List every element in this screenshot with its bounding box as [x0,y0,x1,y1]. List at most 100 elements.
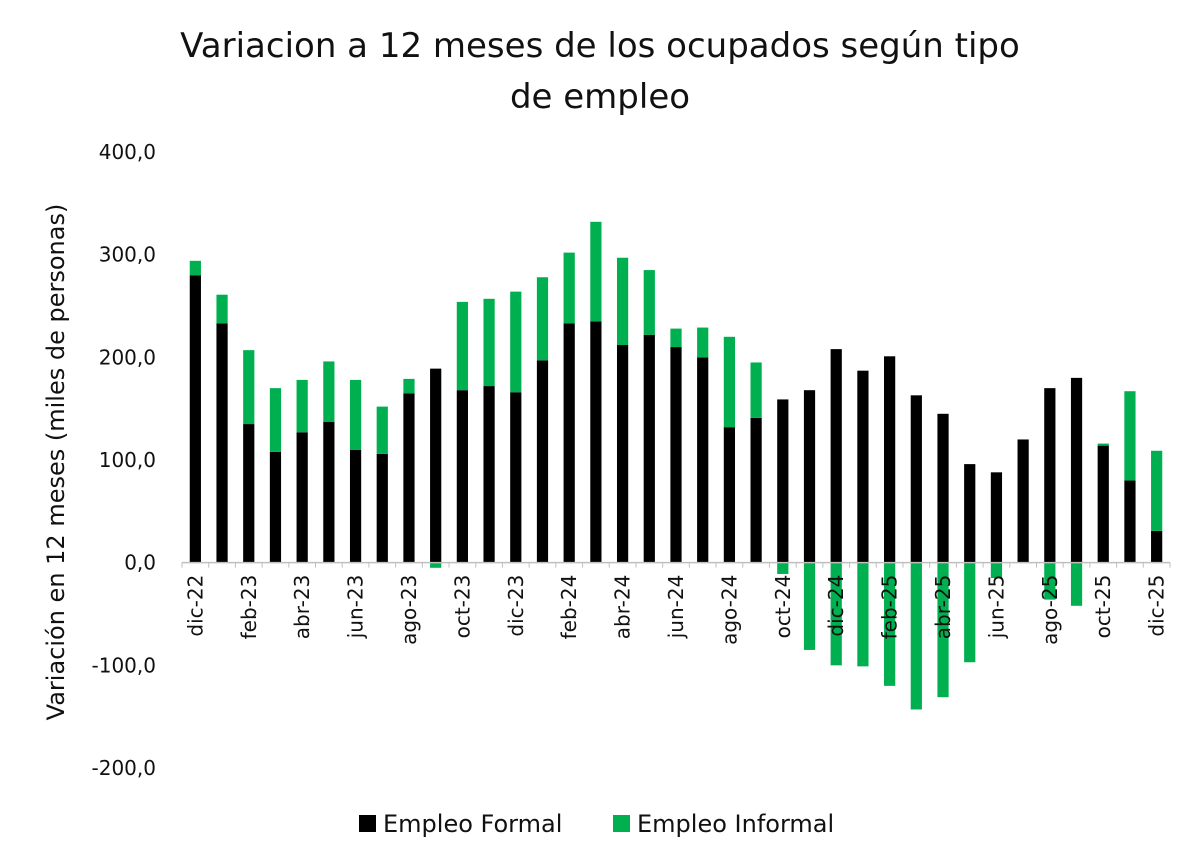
bar-formal-jun-23 [349,449,362,563]
chart-title-line-1: Variacion a 12 meses de los ocupados seg… [180,26,1020,66]
bar-informal-dic-25 [1151,450,1163,531]
chart-title-line-2: de empleo [510,77,690,117]
bar-formal-ago-24 [723,427,736,563]
bar-formal-may-25 [964,464,976,563]
y-tick-label: 400,0 [99,140,156,164]
y-tick-label: 100,0 [99,448,156,472]
bar-formal-jul-24 [697,357,709,563]
bar-formal-feb-23 [243,424,255,563]
legend-label-informal: Empleo Informal [637,810,834,838]
bar-informal-nov-25 [1124,391,1136,481]
bar-formal-oct-24 [777,399,789,563]
bar-formal-jun-25 [990,472,1003,563]
bar-informal-ene-25 [857,562,869,667]
x-tick-label: ago-23 [397,575,421,645]
x-tick-label: feb-25 [878,575,902,640]
bar-formal-abr-25 [937,413,949,563]
bar-formal-oct-25 [1097,445,1109,563]
legend-swatch-formal [359,815,376,832]
bar-formal-oct-23 [456,390,468,563]
bar-informal-nov-23 [483,298,495,387]
legend: Empleo Formal Empleo Informal [359,810,834,838]
bar-informal-ago-25 [1044,562,1056,600]
bar-informal-oct-24 [777,562,789,574]
x-tick-label: jun-24 [664,575,688,640]
bar-formal-dic-23 [510,392,522,563]
bar-formal-feb-25 [884,356,896,563]
bar-formal-ago-25 [1044,388,1056,563]
bar-formal-ene-23 [216,323,228,563]
x-tick-label: oct-25 [1091,575,1115,639]
bar-formal-dic-25 [1151,530,1163,563]
bar-formal-dic-22 [189,275,201,563]
y-tick-label: 0,0 [124,551,156,575]
bar-informal-oct-25 [1097,443,1109,446]
bar-formal-may-24 [643,334,655,563]
bar-informal-ene-23 [216,294,228,324]
x-tick-label: ago-25 [1038,575,1062,645]
bar-formal-dic-24 [830,349,842,563]
bar-formal-sep-24 [750,417,762,563]
x-tick-label: jun-23 [344,575,368,640]
legend-label-formal: Empleo Formal [383,810,562,838]
bar-informal-sep-25 [1070,562,1083,606]
bar-informal-jun-23 [349,379,362,450]
bar-informal-dic-24 [830,562,842,666]
bar-formal-ago-23 [403,393,415,563]
bar-informal-jul-24 [697,327,709,358]
y-axis-ticks: 400,0 300,0 200,0 100,0 0,0 -100,0 -200,0 [92,140,156,780]
y-tick-label: -100,0 [92,653,156,677]
bar-formal-jun-24 [670,347,682,563]
bar-informal-feb-23 [243,350,255,425]
bar-informal-mar-24 [590,221,602,322]
bar-informal-jul-23 [376,406,388,454]
x-tick-label: dic-24 [824,575,848,637]
bar-informal-abr-25 [937,562,949,698]
bar-informal-sep-24 [750,362,762,418]
bar-formal-nov-23 [483,386,495,563]
bar-informal-may-24 [643,270,655,335]
x-tick-label: ago-24 [717,575,741,645]
x-tick-label: dic-23 [504,575,528,637]
plot-area [189,221,1163,710]
y-tick-label: 200,0 [99,345,156,369]
bar-informal-abr-24 [616,257,629,346]
bar-informal-jun-25 [990,562,1003,579]
x-axis-ticks: dic-22 feb-23 abr-23 jun-23 ago-23 oct-23 dic-… [181,562,1171,645]
legend-swatch-informal [613,815,630,832]
x-tick-label: oct-23 [450,575,474,639]
x-tick-label: jun-25 [984,575,1008,640]
bar-informal-feb-25 [884,562,896,686]
bar-informal-may-23 [323,361,335,423]
y-tick-label: -200,0 [92,756,156,780]
y-tick-label: 300,0 [99,243,156,267]
bar-formal-feb-24 [563,323,575,563]
bar-informal-may-25 [964,562,976,663]
bar-formal-nov-24 [803,390,816,563]
x-tick-label: oct-24 [771,575,795,639]
x-tick-label: abr-23 [290,575,314,640]
bar-informal-feb-24 [563,252,575,324]
bar-informal-jun-24 [670,328,682,348]
bar-formal-may-23 [323,422,335,563]
x-tick-label: abr-25 [931,575,955,640]
bar-informal-mar-23 [269,388,282,452]
bar-formal-ene-24 [536,360,549,563]
bar-formal-ene-25 [857,370,869,563]
bar-informal-abr-23 [296,379,308,433]
bar-formal-mar-23 [269,451,282,563]
bar-informal-sep-23 [430,562,442,568]
x-tick-label: abr-24 [611,575,635,640]
bar-informal-dic-22 [189,260,201,276]
bar-informal-ago-24 [723,336,736,428]
bar-informal-ene-24 [536,277,549,361]
bar-informal-dic-23 [510,291,522,393]
bar-formal-sep-25 [1070,377,1083,563]
bar-formal-jul-23 [376,453,388,563]
bar-formal-abr-24 [616,345,629,563]
bar-informal-nov-24 [803,562,816,650]
bar-informal-ago-23 [403,378,415,394]
x-tick-label: dic-22 [183,575,207,637]
bar-informal-mar-25 [910,562,922,710]
